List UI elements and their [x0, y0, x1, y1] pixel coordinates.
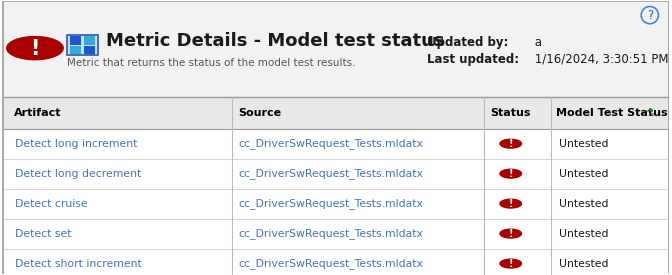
Text: Source: Source [239, 108, 282, 118]
Text: cc_DriverSwRequest_Tests.mldatx: cc_DriverSwRequest_Tests.mldatx [239, 198, 423, 209]
Text: cc_DriverSwRequest_Tests.mldatx: cc_DriverSwRequest_Tests.mldatx [239, 258, 423, 269]
Text: Metric Details - Model test status: Metric Details - Model test status [106, 32, 445, 50]
Text: cc_DriverSwRequest_Tests.mldatx: cc_DriverSwRequest_Tests.mldatx [239, 138, 423, 149]
Text: !: ! [509, 139, 513, 149]
Text: !: ! [30, 39, 40, 59]
Text: Updated by:: Updated by: [427, 36, 512, 49]
Circle shape [7, 37, 63, 60]
Text: cc_DriverSwRequest_Tests.mldatx: cc_DriverSwRequest_Tests.mldatx [239, 228, 423, 239]
Bar [4, 249, 668, 275]
Bar [4, 189, 668, 219]
Bar [84, 46, 95, 54]
Circle shape [500, 259, 521, 268]
Text: Last updated:: Last updated: [427, 53, 523, 66]
Text: Model Test Status: Model Test Status [556, 108, 668, 118]
Text: Untested: Untested [559, 199, 609, 209]
Circle shape [500, 229, 521, 238]
Bar [4, 219, 668, 249]
Text: Detect cruise: Detect cruise [15, 199, 88, 209]
Text: ⚗: ⚗ [645, 108, 654, 118]
Text: !: ! [509, 229, 513, 239]
Text: Status: Status [491, 108, 531, 118]
Text: Detect set: Detect set [15, 229, 72, 239]
Circle shape [500, 169, 521, 178]
Text: Detect long decrement: Detect long decrement [15, 169, 142, 179]
Text: Artifact: Artifact [13, 108, 61, 118]
Text: Untested: Untested [559, 139, 609, 149]
Bar [70, 46, 81, 54]
Text: a: a [531, 36, 542, 49]
Bar [70, 36, 81, 45]
Circle shape [500, 139, 521, 148]
Text: !: ! [509, 169, 513, 179]
Text: !: ! [509, 199, 513, 209]
Bar [4, 129, 668, 159]
Bar [67, 35, 98, 55]
Text: Metric that returns the status of the model test results.: Metric that returns the status of the mo… [67, 58, 355, 68]
Text: Untested: Untested [559, 229, 609, 239]
Text: ?: ? [646, 9, 653, 22]
Bar [4, 159, 668, 189]
Bar [4, 2, 668, 97]
Text: cc_DriverSwRequest_Tests.mldatx: cc_DriverSwRequest_Tests.mldatx [239, 168, 423, 179]
Bar [84, 36, 95, 45]
Text: Detect short increment: Detect short increment [15, 258, 142, 269]
Circle shape [500, 199, 521, 208]
Text: Untested: Untested [559, 169, 609, 179]
Text: 1/16/2024, 3:30:51 PM: 1/16/2024, 3:30:51 PM [531, 53, 669, 66]
Text: !: ! [509, 259, 513, 269]
Text: Detect long increment: Detect long increment [15, 139, 138, 149]
Text: Untested: Untested [559, 258, 609, 269]
Bar [4, 97, 668, 129]
